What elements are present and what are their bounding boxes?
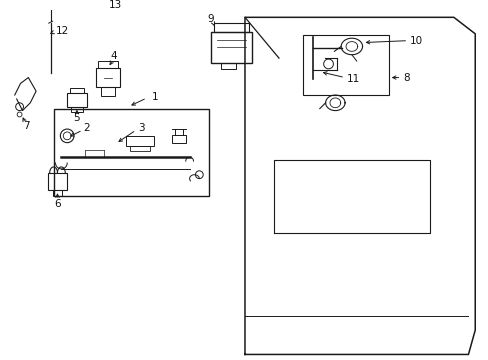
Bar [53, 190, 62, 196]
Text: 2: 2 [83, 123, 90, 133]
Bar [98, 61, 118, 68]
Text: 4: 4 [110, 51, 117, 61]
Bar [54, 109, 208, 196]
Text: 6: 6 [54, 199, 61, 209]
Bar [220, 63, 236, 69]
Text: 3: 3 [138, 123, 144, 133]
Text: 7: 7 [23, 121, 30, 131]
Bar [130, 145, 149, 152]
Text: 12: 12 [56, 26, 69, 36]
Text: 11: 11 [346, 75, 360, 85]
Bar [48, 173, 67, 190]
Bar [101, 87, 115, 96]
Bar [67, 93, 86, 107]
Bar [213, 23, 248, 32]
Text: 1: 1 [151, 92, 158, 102]
Bar [172, 135, 185, 143]
Bar [71, 107, 82, 112]
Bar [210, 32, 251, 63]
Text: 10: 10 [409, 36, 423, 46]
Text: 5: 5 [73, 113, 80, 123]
Bar [96, 68, 120, 87]
Bar [70, 88, 83, 93]
Text: 8: 8 [403, 73, 409, 82]
Text: 9: 9 [207, 14, 214, 24]
Text: 13: 13 [109, 0, 122, 10]
Bar [303, 35, 388, 95]
Bar [126, 136, 153, 145]
